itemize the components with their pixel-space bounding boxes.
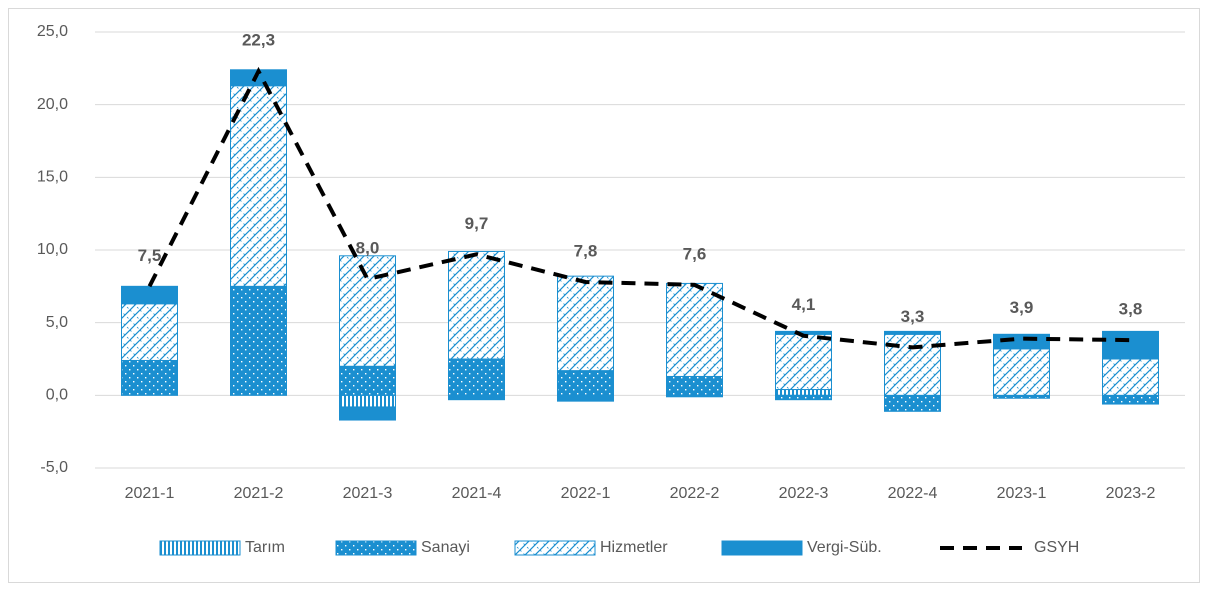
bar-segment	[448, 250, 505, 360]
x-tick-label: 2022-2	[670, 485, 720, 502]
data-label: 7,8	[574, 241, 598, 260]
bar-segment	[339, 394, 396, 408]
y-tick-label: 5,0	[46, 314, 68, 331]
legend-swatch	[335, 540, 417, 556]
data-label: 8,0	[356, 239, 380, 258]
bar-segment	[666, 282, 723, 377]
bar-segment	[1102, 358, 1159, 396]
data-label: 3,8	[1119, 300, 1143, 319]
data-label: 4,1	[792, 295, 816, 314]
x-tick-label: 2023-2	[1106, 485, 1156, 502]
bar-segment	[884, 330, 941, 335]
x-tick-label: 2022-4	[888, 485, 938, 502]
y-tick-label: 0,0	[46, 387, 68, 404]
data-label: 3,3	[901, 307, 925, 326]
bar-segment	[230, 285, 287, 396]
bar-segment	[993, 348, 1050, 396]
data-label: 9,7	[465, 214, 489, 233]
bar-segment	[775, 333, 832, 391]
bar-segment	[339, 406, 396, 421]
legend-swatch	[159, 540, 241, 556]
bar-segment	[121, 303, 178, 361]
legend-label: GSYH	[1034, 539, 1079, 556]
line	[147, 66, 1131, 350]
bar-segment	[448, 394, 505, 401]
bar-segment	[339, 365, 396, 396]
bar-segment	[339, 255, 396, 367]
bar-segment	[557, 275, 614, 372]
y-tick-label: -5,0	[40, 459, 68, 476]
data-label: 7,6	[683, 244, 707, 263]
y-tick-label: 25,0	[37, 23, 68, 40]
y-tick-label: 20,0	[37, 96, 68, 113]
bar-segment	[666, 394, 723, 398]
legend-label: Tarım	[245, 539, 285, 556]
bar-segment	[775, 394, 832, 401]
legend-label: Vergi-Süb.	[807, 539, 882, 556]
x-tick-label: 2021-2	[234, 485, 284, 502]
data-label: 3,9	[1010, 298, 1034, 317]
bar-segment	[1102, 330, 1159, 360]
bar-segment	[1102, 394, 1159, 405]
y-tick-label: 10,0	[37, 241, 68, 258]
y-tick-label: 15,0	[37, 169, 68, 186]
bar-segment	[121, 359, 178, 396]
x-tick-label: 2021-1	[125, 485, 175, 502]
legend-label: Sanayi	[421, 539, 470, 556]
bar-segment	[121, 285, 178, 305]
x-tick-label: 2021-3	[343, 485, 393, 502]
bar-segment	[775, 389, 832, 396]
legend-swatch	[514, 540, 596, 556]
bar-segment	[557, 370, 614, 396]
x-tick-label: 2022-1	[561, 485, 611, 502]
data-label: 7,5	[138, 246, 162, 265]
bar-segment	[666, 375, 723, 396]
bar-segment	[448, 358, 505, 396]
bar-segment	[557, 394, 614, 402]
bar-segment	[884, 394, 941, 412]
x-tick-label: 2023-1	[997, 485, 1047, 502]
data-label: 22,3	[242, 31, 275, 50]
x-tick-label: 2022-3	[779, 485, 829, 502]
legend-swatch	[721, 540, 803, 556]
x-tick-label: 2021-4	[452, 485, 502, 502]
bar-segment	[230, 85, 287, 287]
legend-label: Hizmetler	[600, 539, 668, 556]
